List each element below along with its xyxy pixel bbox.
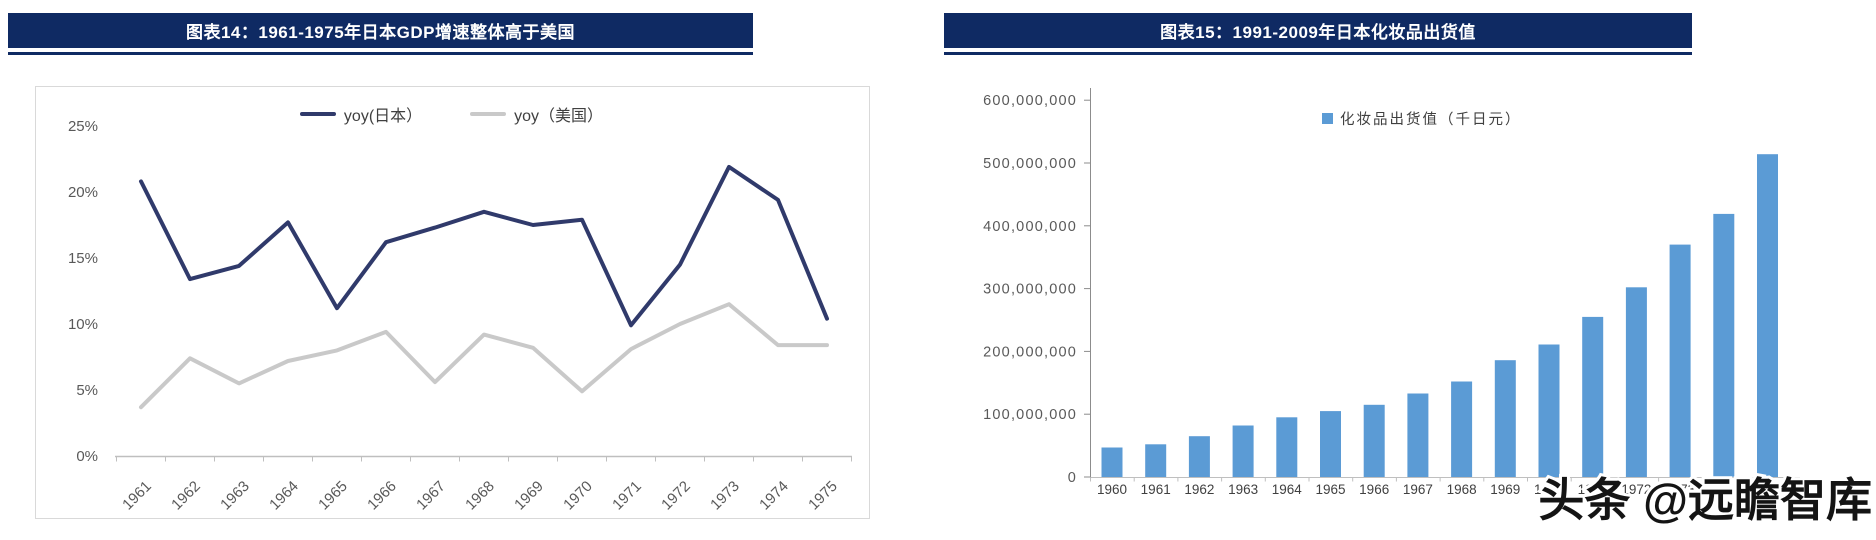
chart14-title-bar: 图表14：1961-1975年日本GDP增速整体高于美国 (8, 13, 753, 48)
svg-text:1972: 1972 (1621, 482, 1651, 497)
svg-text:0: 0 (1068, 470, 1077, 486)
svg-text:1970: 1970 (560, 478, 596, 514)
svg-text:1975: 1975 (1752, 482, 1782, 497)
svg-text:1975: 1975 (805, 478, 841, 514)
bar-chart-legend: 化妆品出货值（千日元） (1322, 108, 1522, 129)
svg-text:1961: 1961 (119, 478, 155, 514)
svg-text:1963: 1963 (1228, 482, 1258, 497)
svg-text:1961: 1961 (1141, 482, 1171, 497)
legend-item-us: yoy（美国） (470, 102, 603, 126)
line-chart-legend: yoy(日本） yoy（美国） (35, 102, 868, 126)
gdp-line-chart-plot: 0% 5% 10% 15% 20% 25% 1961 1962 1963 1964 1965 1966… (68, 118, 852, 514)
chart15-title-underline (944, 52, 1692, 55)
svg-text:1972: 1972 (658, 478, 694, 514)
svg-text:1968: 1968 (1447, 482, 1477, 497)
svg-text:1971: 1971 (609, 478, 645, 514)
svg-text:1968: 1968 (462, 478, 498, 514)
chart14-title-underline (8, 52, 753, 55)
svg-text:300,000,000: 300,000,000 (983, 282, 1077, 298)
svg-text:1973: 1973 (1665, 482, 1695, 497)
svg-text:1966: 1966 (1359, 482, 1389, 497)
svg-text:20%: 20% (68, 184, 98, 201)
svg-text:1973: 1973 (707, 478, 743, 514)
gdp-line-chart: 0% 5% 10% 15% 20% 25% 1961 1962 1963 1964 1965 1966… (35, 86, 870, 519)
svg-text:1974: 1974 (1709, 482, 1740, 497)
cosmetics-bar-chart-plot: 0 100,000,000 200,000,000 300,000,000 400,00… (983, 88, 1800, 497)
svg-text:1963: 1963 (217, 478, 253, 514)
svg-text:1974: 1974 (756, 478, 792, 514)
svg-text:5%: 5% (76, 382, 98, 399)
svg-text:0%: 0% (76, 448, 98, 465)
svg-text:1962: 1962 (1184, 482, 1214, 497)
svg-text:500,000,000: 500,000,000 (983, 156, 1077, 172)
svg-text:1964: 1964 (266, 478, 302, 514)
legend-item-japan: yoy(日本） (299, 102, 423, 126)
svg-text:1967: 1967 (1403, 482, 1433, 497)
svg-text:100,000,000: 100,000,000 (983, 407, 1077, 423)
svg-text:15%: 15% (68, 250, 98, 267)
bar-series-swatch-icon (1322, 113, 1333, 124)
legend-label-japan: yoy(日本） (343, 108, 423, 125)
svg-text:1966: 1966 (364, 478, 400, 514)
svg-text:1960: 1960 (1097, 482, 1127, 497)
svg-text:1969: 1969 (1490, 482, 1520, 497)
svg-text:1965: 1965 (315, 478, 351, 514)
chart15-title-bar: 图表15：1991-2009年日本化妆品出货值 (944, 13, 1692, 48)
svg-text:400,000,000: 400,000,000 (983, 219, 1077, 235)
svg-text:600,000,000: 600,000,000 (983, 93, 1077, 109)
legend-label-us: yoy（美国） (514, 108, 604, 125)
svg-text:1970: 1970 (1534, 482, 1564, 497)
svg-text:1964: 1964 (1272, 482, 1303, 497)
svg-text:10%: 10% (68, 316, 98, 333)
svg-text:1967: 1967 (413, 478, 449, 514)
legend-label-cosmetics: 化妆品出货值（千日元） (1340, 112, 1522, 128)
chart15-title: 图表15：1991-2009年日本化妆品出货值 (1160, 23, 1476, 42)
svg-text:1971: 1971 (1578, 482, 1608, 497)
japan-line-swatch-icon (299, 112, 336, 116)
svg-text:1965: 1965 (1315, 482, 1345, 497)
svg-text:1962: 1962 (168, 478, 204, 514)
svg-text:25%: 25% (68, 118, 98, 135)
svg-text:1969: 1969 (511, 478, 547, 514)
cosmetics-bar-chart: 0 100,000,000 200,000,000 300,000,000 400,00… (940, 60, 1876, 540)
chart14-title: 图表14：1961-1975年日本GDP增速整体高于美国 (185, 23, 576, 42)
svg-text:200,000,000: 200,000,000 (983, 344, 1077, 360)
us-line-swatch-icon (470, 112, 507, 116)
